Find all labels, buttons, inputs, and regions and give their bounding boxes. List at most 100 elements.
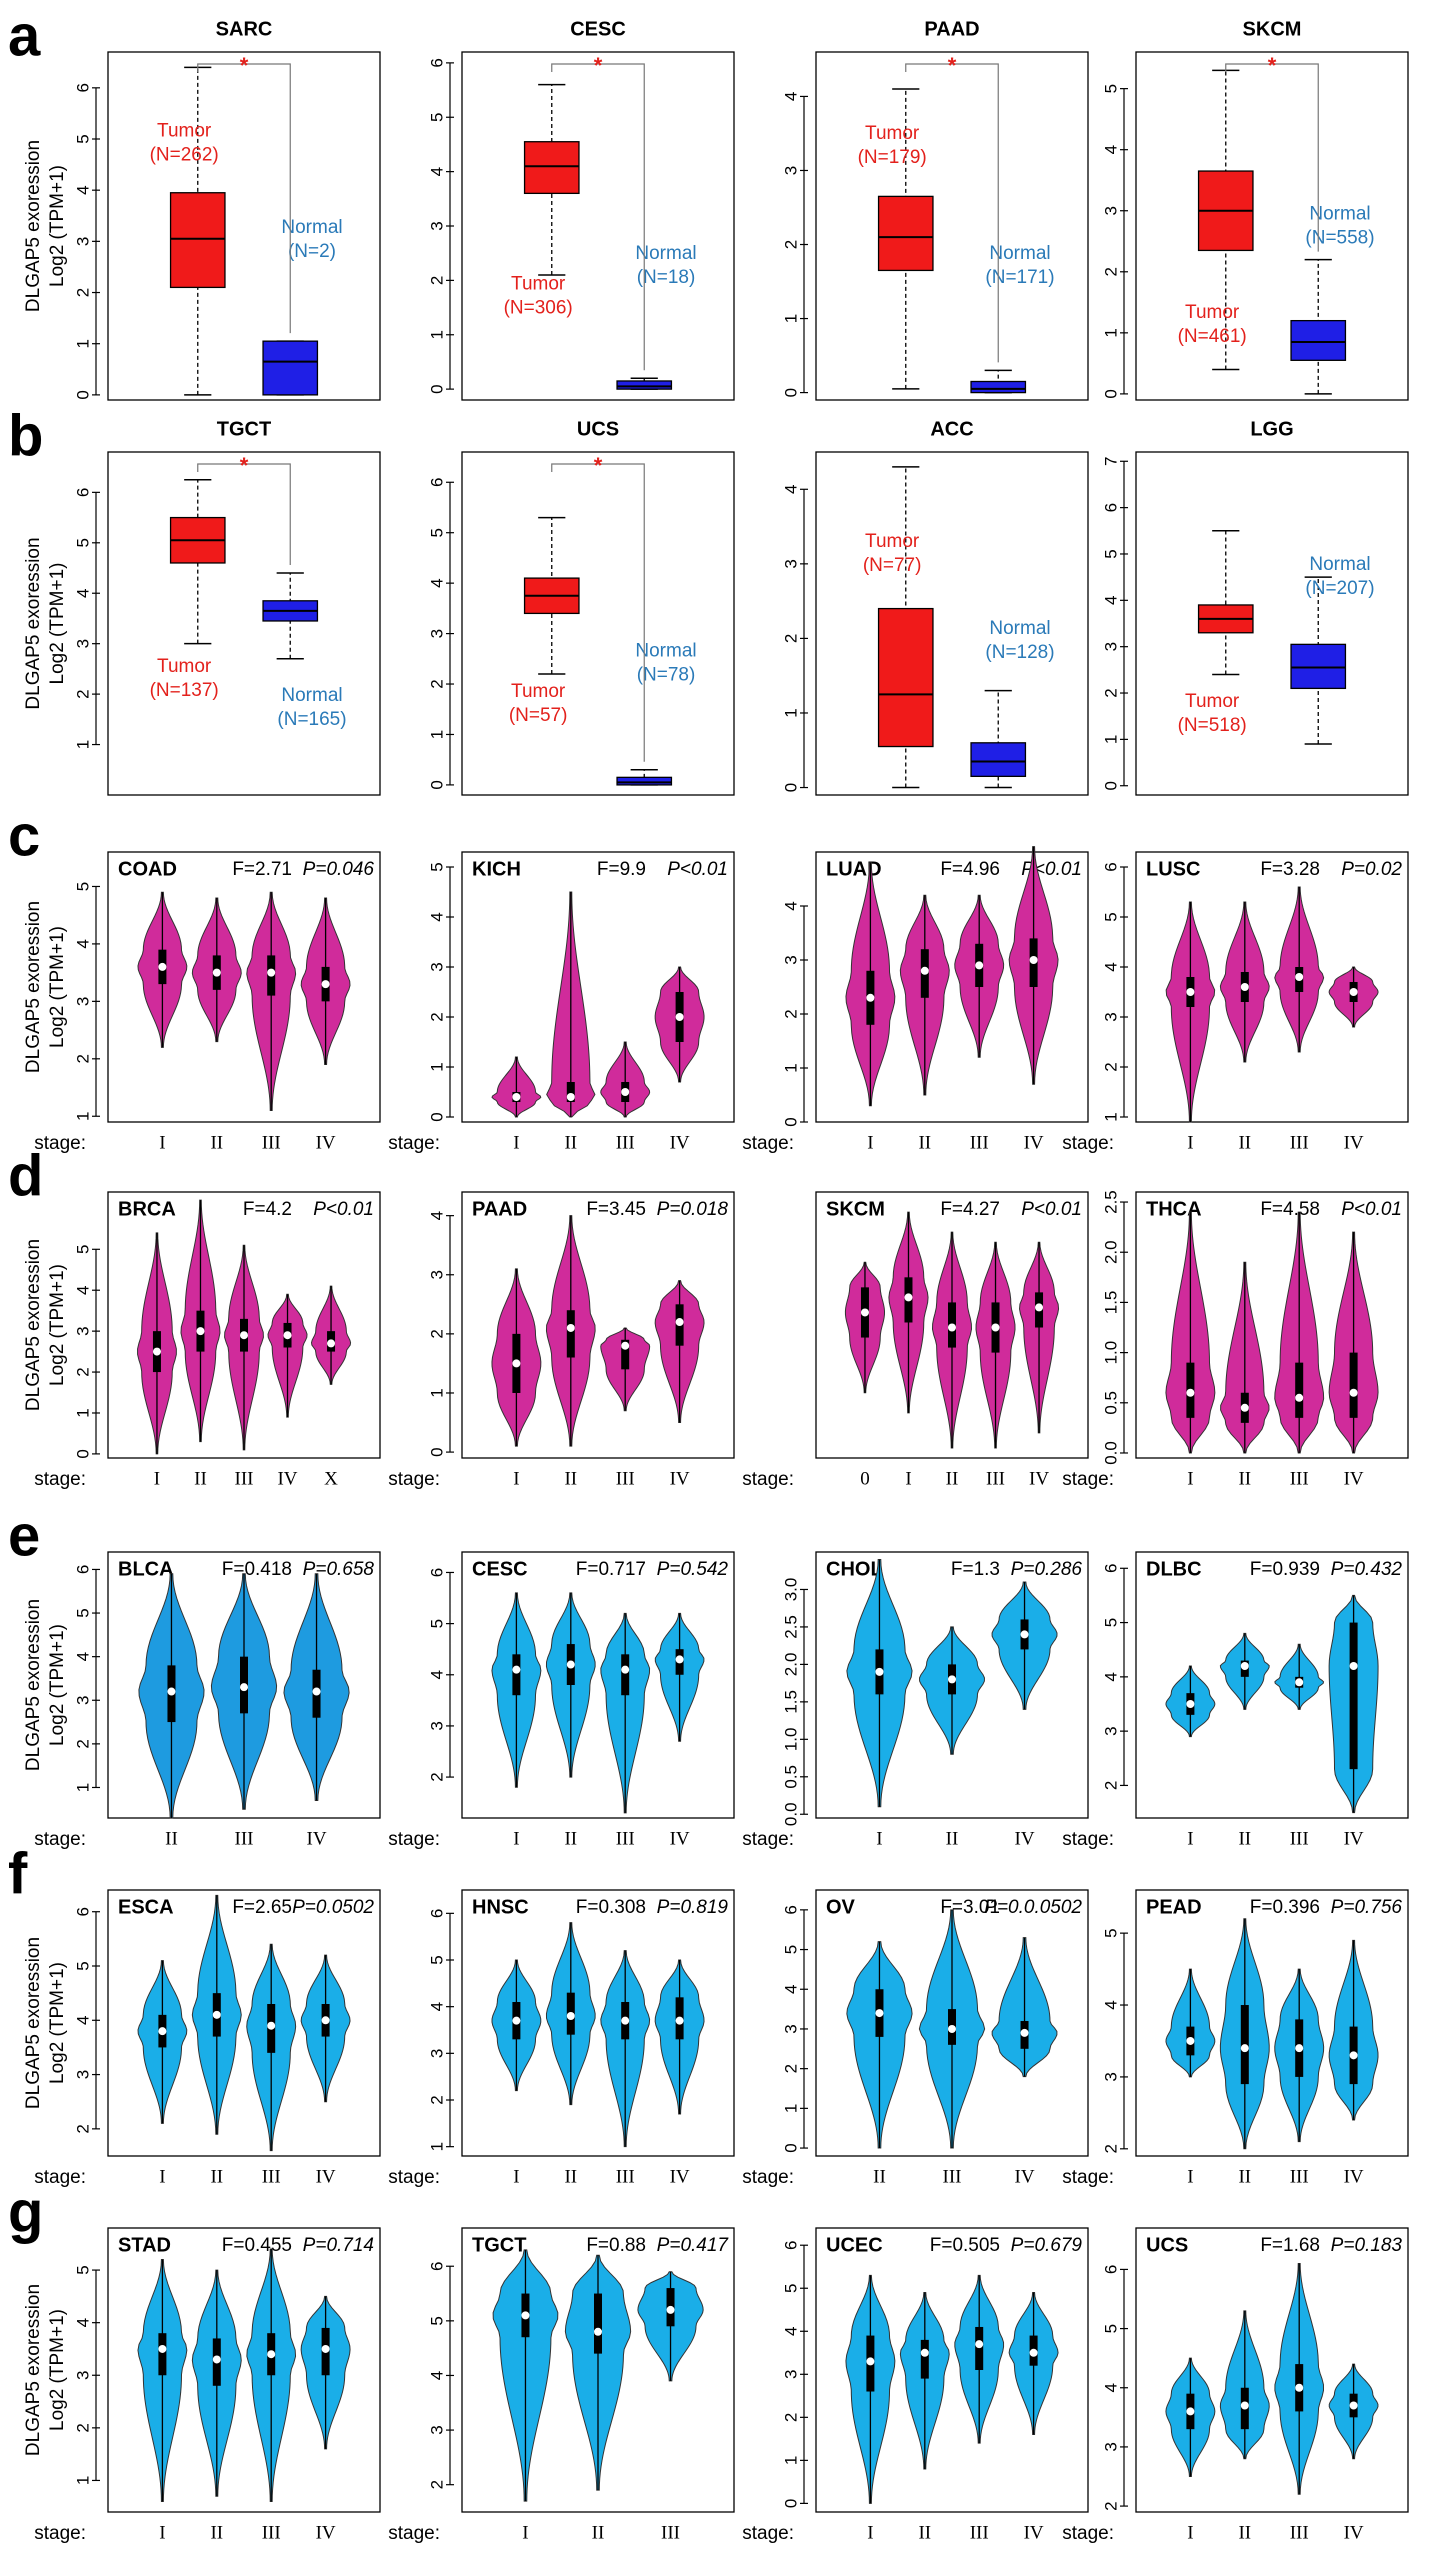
group-label: Normal [1309,204,1370,225]
chart-title: UCS [577,418,619,440]
x-axis-label: stage: [388,1469,440,1490]
x-tick-label: I [1187,2522,1193,2543]
y-tick-label: 0.0 [781,1802,800,1826]
median-dot [1186,988,1195,996]
median-dot [327,1339,336,1348]
chart-title: UCEC [826,2234,883,2256]
x-tick-label: II [564,1132,577,1153]
chart-title: ESCA [118,1896,174,1918]
y-tick-label: 1 [73,2476,92,2485]
y-tick-label: 2 [73,1367,92,1376]
y-tick-label: 6 [427,1568,446,1577]
median-dot [196,1327,205,1336]
median-dot [512,1665,521,1674]
y-tick-label: 1 [1101,1112,1120,1121]
plot-frame [1135,451,1409,796]
x-tick-label: II [873,2166,886,2187]
y-tick-label: 3 [1101,642,1120,651]
p-value: P=0.756 [1331,1897,1403,1918]
y-tick-label: 2 [781,2413,800,2422]
group-count: (N=207) [1305,578,1374,599]
group-label: Normal [635,243,696,264]
p-value: P<0.01 [313,1199,374,1220]
significance-star: * [594,453,603,478]
y-tick-label: 1 [427,330,446,339]
chart-title: DLBC [1146,1558,1202,1580]
y-tick-label: 5 [427,862,446,871]
group-label: Tumor [865,123,920,144]
box [616,380,673,390]
x-tick-label: IV [277,1468,297,1489]
y-tick-label: 0 [781,388,800,397]
x-tick-label: II [1238,1828,1251,1849]
y-axis-title: DLGAP5 exoression [23,901,44,1073]
median-dot [240,1683,248,1692]
y-axis-title: DLGAP5 exoression [23,1599,44,1771]
y-tick-label: 4 [1101,2000,1120,2009]
median-dot [566,1093,575,1101]
f-stat: F=0.455 [222,2235,292,2256]
plot-frame [1135,2227,1409,2513]
median-dot [512,1093,521,1101]
y-tick-label: 4 [781,901,800,910]
p-value: P=0.714 [303,2235,374,2256]
median-dot [1240,1662,1249,1670]
median-dot [1349,1388,1358,1397]
x-axis-label: stage: [742,1829,794,1850]
y-tick-label: 2 [427,276,446,285]
f-stat: F=4.96 [940,859,1000,880]
x-tick-label: I [154,1468,160,1489]
chart-title: BRCA [118,1198,176,1220]
significance-star: * [1268,53,1277,78]
chart-title: THCA [1146,1198,1202,1220]
f-stat: F=0.505 [930,2235,1000,2256]
iqr-box [621,1339,630,1370]
y-tick-label: 6 [1101,1564,1120,1573]
chart-title: CHOL [826,1558,883,1580]
x-axis-label: stage: [742,2167,794,2188]
x-tick-label: III [970,2522,989,2543]
group-label: Tumor [511,681,566,702]
x-tick-label: I [867,2522,873,2543]
y-tick-label: 1 [781,2104,800,2113]
x-tick-label: I [905,1468,911,1489]
x-tick-label: III [616,2166,635,2187]
plot-frame [461,1551,735,1819]
x-tick-label: 0 [860,1468,870,1489]
median-dot [1186,2036,1195,2045]
chart-title: OV [826,1896,856,1918]
x-axis-label: stage: [1062,2167,1114,2188]
y-tick-label: 1 [73,1783,92,1792]
box [523,141,580,195]
f-stat: F=1.68 [1260,2235,1320,2256]
p-value: P=0.417 [657,2235,730,2256]
y-tick-label: 3 [781,955,800,964]
iqr-box [975,2326,984,2370]
chart-title: KICH [472,858,521,880]
y-tick-label: 0 [427,1447,446,1456]
x-tick-label: III [1290,1828,1309,1849]
x-tick-label: I [1187,1132,1193,1153]
x-tick-label: I [159,1132,165,1153]
x-tick-label: IV [316,2522,336,2543]
significance-bracket [1225,63,1319,252]
y-tick-label: 6 [427,1909,446,1918]
y-tick-label: 3 [1101,2442,1120,2451]
iqr-box [512,1654,521,1696]
p-value: P=0.286 [1011,1559,1083,1580]
group-count: (N=461) [1178,326,1247,347]
panel-label: a [8,3,41,68]
panel-label: c [8,803,40,868]
panel-label: e [8,1503,40,1568]
y-tick-label: 3 [427,2425,446,2434]
y-axis-title: DLGAP5 exoression [23,537,44,709]
y-tick-label: 4 [427,167,446,176]
plot-frame [107,1551,381,1819]
y-tick-label: 2 [73,2124,92,2133]
median-dot [512,1359,521,1368]
y-tick-label: 2.5 [1101,1190,1120,1214]
y-tick-label: 5 [73,882,92,891]
y-tick-label: 4 [427,912,446,921]
plot-frame [107,1191,381,1459]
median-dot [621,1341,630,1350]
